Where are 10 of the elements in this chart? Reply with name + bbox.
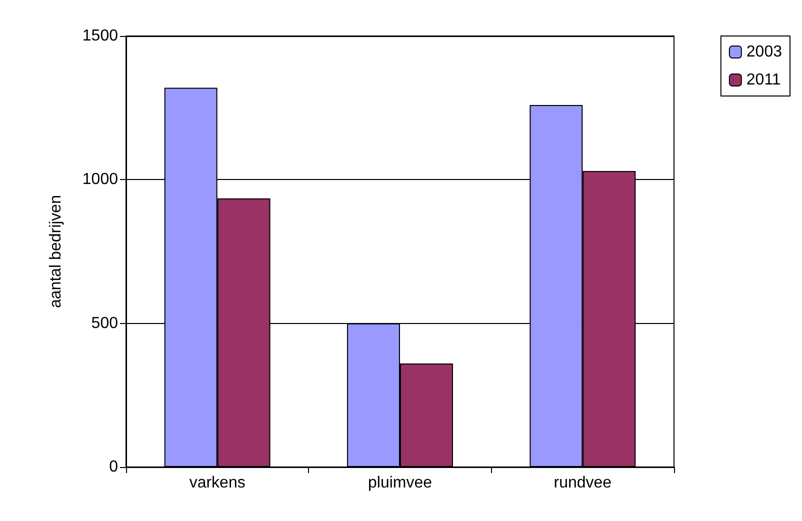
x-tick-label: varkens: [189, 474, 246, 492]
x-tick-label: rundvee: [554, 474, 612, 492]
y-tick-label: 1000: [82, 171, 118, 188]
y-tick-label: 1500: [82, 28, 118, 44]
x-tick-label: pluimvee: [368, 474, 432, 492]
legend-label: 2003: [746, 44, 782, 60]
legend-label: 2011: [746, 72, 781, 88]
y-axis-title: aantal bedrijven: [48, 195, 64, 308]
y-tick-label: 500: [91, 314, 118, 332]
y-tick-label: 0: [109, 458, 118, 476]
